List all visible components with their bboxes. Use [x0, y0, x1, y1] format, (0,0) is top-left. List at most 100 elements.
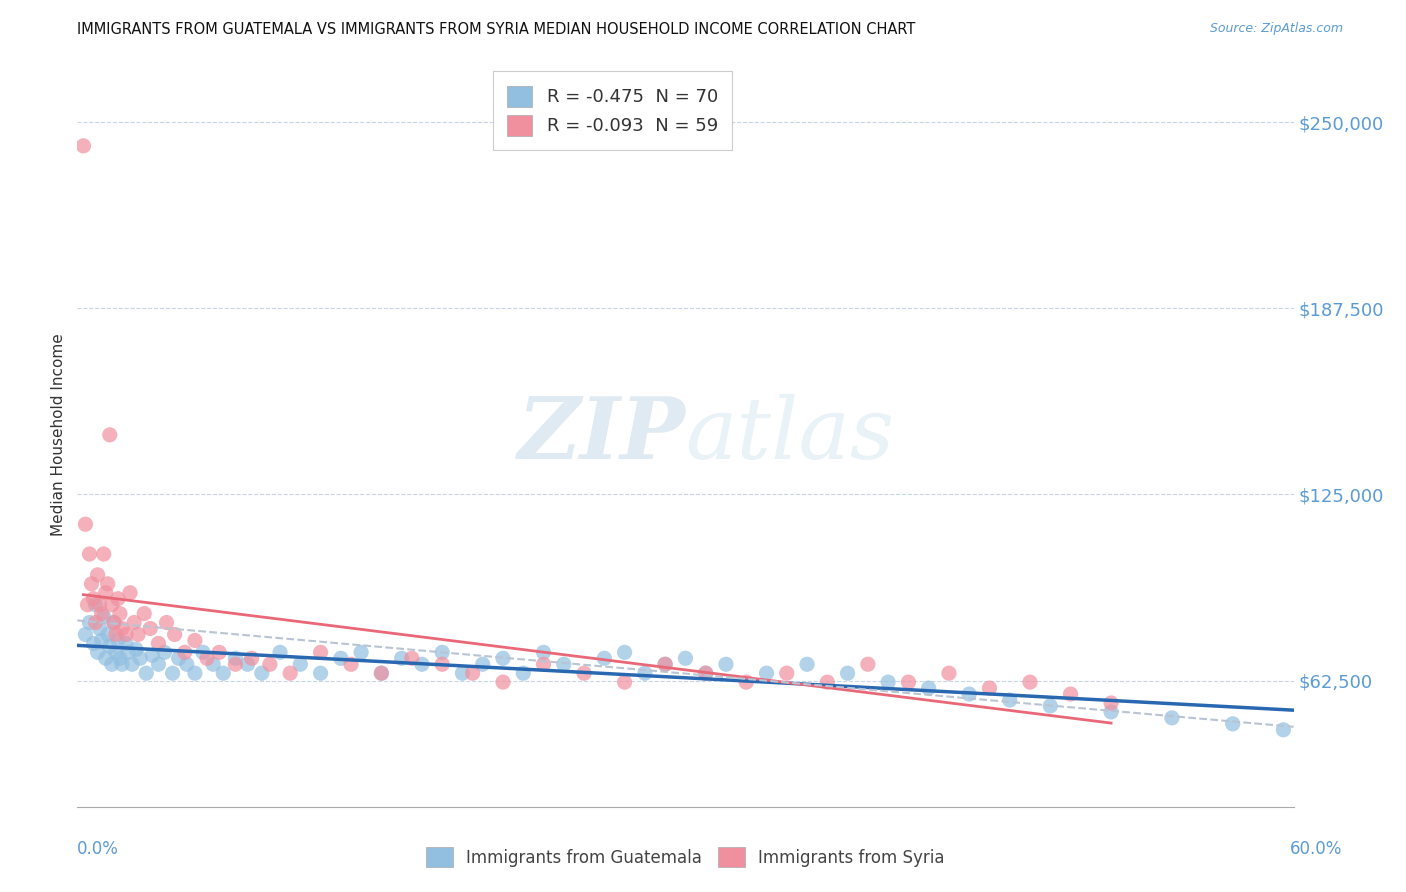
Legend: Immigrants from Guatemala, Immigrants from Syria: Immigrants from Guatemala, Immigrants fr…	[419, 841, 952, 873]
Point	[411, 657, 433, 672]
Point	[533, 645, 555, 659]
Point	[1099, 696, 1122, 710]
Point	[735, 675, 758, 690]
Point	[224, 657, 246, 672]
Point	[634, 666, 657, 681]
Point	[512, 666, 534, 681]
Point	[111, 657, 134, 672]
Point	[122, 615, 145, 630]
Point	[117, 645, 139, 659]
Point	[675, 651, 697, 665]
Y-axis label: Median Household Income: Median Household Income	[51, 334, 66, 536]
Point	[191, 645, 214, 659]
Point	[755, 666, 778, 681]
Point	[94, 586, 117, 600]
Point	[107, 591, 129, 606]
Text: 60.0%: 60.0%	[1291, 840, 1343, 858]
Point	[97, 627, 120, 641]
Point	[104, 645, 127, 659]
Point	[195, 651, 218, 665]
Point	[430, 657, 453, 672]
Point	[162, 666, 184, 681]
Point	[98, 428, 121, 442]
Point	[173, 645, 195, 659]
Point	[90, 633, 112, 648]
Point	[153, 645, 176, 659]
Text: ZIP: ZIP	[517, 393, 686, 476]
Point	[654, 657, 676, 672]
Text: Source: ZipAtlas.com: Source: ZipAtlas.com	[1209, 22, 1343, 36]
Point	[250, 666, 273, 681]
Point	[184, 666, 207, 681]
Point	[998, 693, 1021, 707]
Point	[430, 645, 453, 659]
Point	[89, 622, 111, 636]
Point	[572, 666, 595, 681]
Point	[72, 139, 94, 153]
Point	[202, 657, 225, 672]
Point	[83, 636, 105, 650]
Point	[391, 651, 413, 665]
Point	[93, 609, 115, 624]
Point	[776, 666, 799, 681]
Point	[796, 657, 818, 672]
Point	[1099, 705, 1122, 719]
Point	[401, 651, 423, 665]
Point	[135, 666, 157, 681]
Point	[654, 657, 676, 672]
Point	[103, 615, 125, 630]
Point	[1161, 711, 1184, 725]
Point	[1059, 687, 1081, 701]
Point	[107, 633, 129, 648]
Point	[1039, 698, 1062, 713]
Point	[104, 627, 127, 641]
Point	[208, 645, 231, 659]
Point	[897, 675, 920, 690]
Point	[278, 666, 301, 681]
Point	[111, 622, 134, 636]
Point	[979, 681, 1001, 695]
Point	[118, 586, 141, 600]
Point	[212, 666, 235, 681]
Point	[340, 657, 363, 672]
Point	[115, 627, 138, 641]
Point	[86, 567, 108, 582]
Point	[451, 666, 474, 681]
Text: 0.0%: 0.0%	[77, 840, 120, 858]
Point	[938, 666, 960, 681]
Point	[370, 666, 392, 681]
Point	[957, 687, 980, 701]
Point	[613, 645, 636, 659]
Point	[1019, 675, 1042, 690]
Point	[98, 640, 121, 654]
Point	[837, 666, 859, 681]
Point	[370, 666, 392, 681]
Point	[236, 657, 259, 672]
Point	[127, 627, 149, 641]
Point	[84, 598, 107, 612]
Point	[139, 622, 162, 636]
Text: atlas: atlas	[686, 393, 894, 476]
Point	[75, 627, 97, 641]
Point	[101, 598, 124, 612]
Point	[108, 607, 131, 621]
Point	[141, 648, 163, 663]
Point	[856, 657, 879, 672]
Point	[533, 657, 555, 672]
Point	[163, 627, 186, 641]
Point	[101, 657, 124, 672]
Point	[309, 645, 332, 659]
Point	[553, 657, 575, 672]
Point	[695, 666, 717, 681]
Point	[115, 636, 138, 650]
Point	[121, 657, 143, 672]
Point	[613, 675, 636, 690]
Point	[184, 633, 207, 648]
Point	[492, 675, 515, 690]
Point	[240, 651, 263, 665]
Point	[290, 657, 312, 672]
Point	[309, 666, 332, 681]
Point	[129, 651, 152, 665]
Point	[176, 657, 198, 672]
Point	[1272, 723, 1295, 737]
